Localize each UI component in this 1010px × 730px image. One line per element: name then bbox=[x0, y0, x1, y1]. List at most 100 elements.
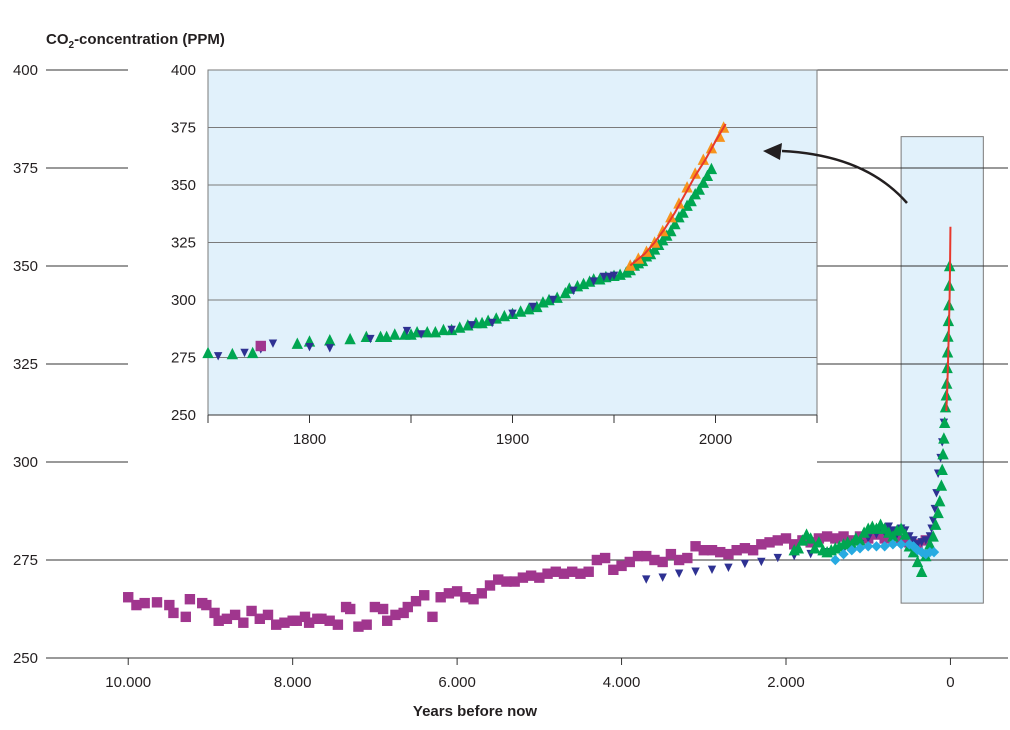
main-series-0-point bbox=[435, 592, 446, 603]
main-series-3-point bbox=[879, 541, 890, 552]
inset-series-0-point bbox=[701, 169, 714, 181]
main-series-2-point bbox=[792, 542, 805, 554]
main-series-0-point bbox=[665, 548, 677, 560]
inset-series-1-point bbox=[569, 286, 578, 295]
main-series-3-point bbox=[854, 543, 866, 554]
main-series-0-point bbox=[151, 597, 163, 608]
main-series-0-point bbox=[838, 531, 849, 542]
inset-y-tick-label: 275 bbox=[171, 350, 196, 367]
main-series-1-point bbox=[773, 553, 782, 563]
main-series-0-point bbox=[575, 568, 586, 579]
main-series-2-point bbox=[938, 432, 950, 444]
inset-y-tick-label: 350 bbox=[171, 177, 196, 194]
main-series-4-line bbox=[945, 226, 952, 412]
main-series-1-point bbox=[724, 563, 733, 573]
main-series-0-point bbox=[723, 548, 734, 560]
main-series-2-point bbox=[936, 463, 948, 476]
inset-y-tick-label: 325 bbox=[171, 235, 196, 252]
inset-series-4-line bbox=[629, 123, 727, 267]
main-series-0-point bbox=[747, 545, 759, 556]
inset-series-0-point bbox=[665, 224, 677, 237]
inset-series-1-point bbox=[528, 302, 537, 312]
inset-series-3-point bbox=[697, 153, 710, 165]
main-series-0-point bbox=[139, 597, 150, 609]
main-series-0-point bbox=[550, 566, 561, 577]
main-series-0-point bbox=[616, 560, 627, 572]
main-x-tick-label: 8.000 bbox=[274, 674, 312, 691]
inset-series-0-point bbox=[324, 334, 336, 346]
main-series-0-point bbox=[739, 543, 751, 554]
main-series-0-point bbox=[682, 552, 693, 564]
main-series-0-point bbox=[780, 533, 792, 544]
main-series-3-point bbox=[846, 545, 857, 556]
main-series-0-point bbox=[698, 545, 709, 556]
inset-series-3-point bbox=[689, 167, 701, 179]
inset-series-0-point bbox=[202, 346, 214, 359]
main-series-0-point bbox=[879, 533, 890, 544]
main-series-3-point bbox=[887, 539, 899, 550]
main-series-0-point bbox=[382, 615, 393, 626]
inset-series-1-point bbox=[467, 321, 477, 330]
main-series-0-point bbox=[772, 535, 783, 546]
inset-y-tick-label: 400 bbox=[171, 62, 196, 79]
main-series-3-point bbox=[928, 546, 940, 558]
main-series-0-point bbox=[451, 586, 463, 597]
main-series-1-point bbox=[757, 557, 766, 567]
inset-series-1-point bbox=[548, 295, 558, 305]
main-y-tick-label: 300 bbox=[13, 454, 38, 471]
main-series-0-point bbox=[180, 611, 191, 623]
main-series-0-point bbox=[390, 609, 401, 621]
highlight-region bbox=[900, 136, 984, 604]
main-series-0-point bbox=[476, 588, 487, 599]
main-series-0-point bbox=[209, 607, 220, 619]
main-series-0-point bbox=[558, 568, 570, 579]
main-series-0-point bbox=[168, 607, 179, 619]
main-y-tick-label: 350 bbox=[13, 258, 38, 275]
main-series-0-point bbox=[632, 550, 644, 562]
inset-series-2-point bbox=[255, 340, 266, 352]
inset-series-0-point bbox=[246, 346, 259, 359]
main-series-3-point bbox=[838, 548, 849, 560]
main-series-2-point bbox=[915, 565, 928, 577]
main-series-0-point bbox=[316, 613, 327, 624]
main-series-1-point bbox=[909, 536, 918, 545]
main-series-0-point bbox=[525, 570, 537, 581]
inset-series-0-point bbox=[531, 300, 543, 313]
main-series-2-point bbox=[935, 479, 948, 491]
inset-series-1-point bbox=[366, 334, 375, 344]
inset-series-0-point bbox=[291, 337, 304, 349]
main-series-0-point bbox=[369, 601, 381, 613]
main-series-2-point bbox=[899, 528, 911, 540]
inset-series-3-point bbox=[673, 197, 685, 209]
main-series-0-point bbox=[246, 605, 257, 617]
main-series-1-point bbox=[658, 573, 667, 582]
main-series-0-point bbox=[262, 609, 274, 621]
main-series-0-point bbox=[324, 615, 335, 626]
main-series-0-point bbox=[830, 533, 841, 544]
main-series-0-point bbox=[608, 564, 619, 575]
inset-x-tick-label: 2000 bbox=[699, 431, 732, 448]
main-series-0-point bbox=[419, 590, 430, 601]
main-y-tick-label: 275 bbox=[13, 552, 38, 569]
main-x-tick-label: 10.000 bbox=[105, 674, 151, 691]
main-series-0-point bbox=[427, 611, 438, 623]
inset-series-0-point bbox=[705, 162, 718, 175]
inset-series-1-point bbox=[240, 348, 249, 358]
main-series-0-point bbox=[332, 619, 344, 630]
main-series-0-point bbox=[567, 566, 578, 577]
inset-series-1-point bbox=[508, 309, 517, 318]
main-series-3-point bbox=[895, 539, 907, 550]
main-series-0-point bbox=[649, 554, 660, 566]
main-x-tick-label: 4.000 bbox=[603, 674, 641, 691]
main-series-0-point bbox=[821, 531, 833, 542]
main-series-1-point bbox=[740, 559, 750, 569]
main-x-tick-label: 6.000 bbox=[438, 674, 476, 691]
main-series-2-point bbox=[846, 538, 858, 550]
main-x-tick-label: 0 bbox=[946, 674, 954, 691]
inset-series-3-point bbox=[665, 211, 677, 223]
main-series-0-point bbox=[353, 621, 364, 632]
inset-x-tick-label: 1900 bbox=[496, 431, 529, 448]
main-series-0-point bbox=[657, 556, 668, 568]
main-series-3-point bbox=[830, 554, 841, 566]
